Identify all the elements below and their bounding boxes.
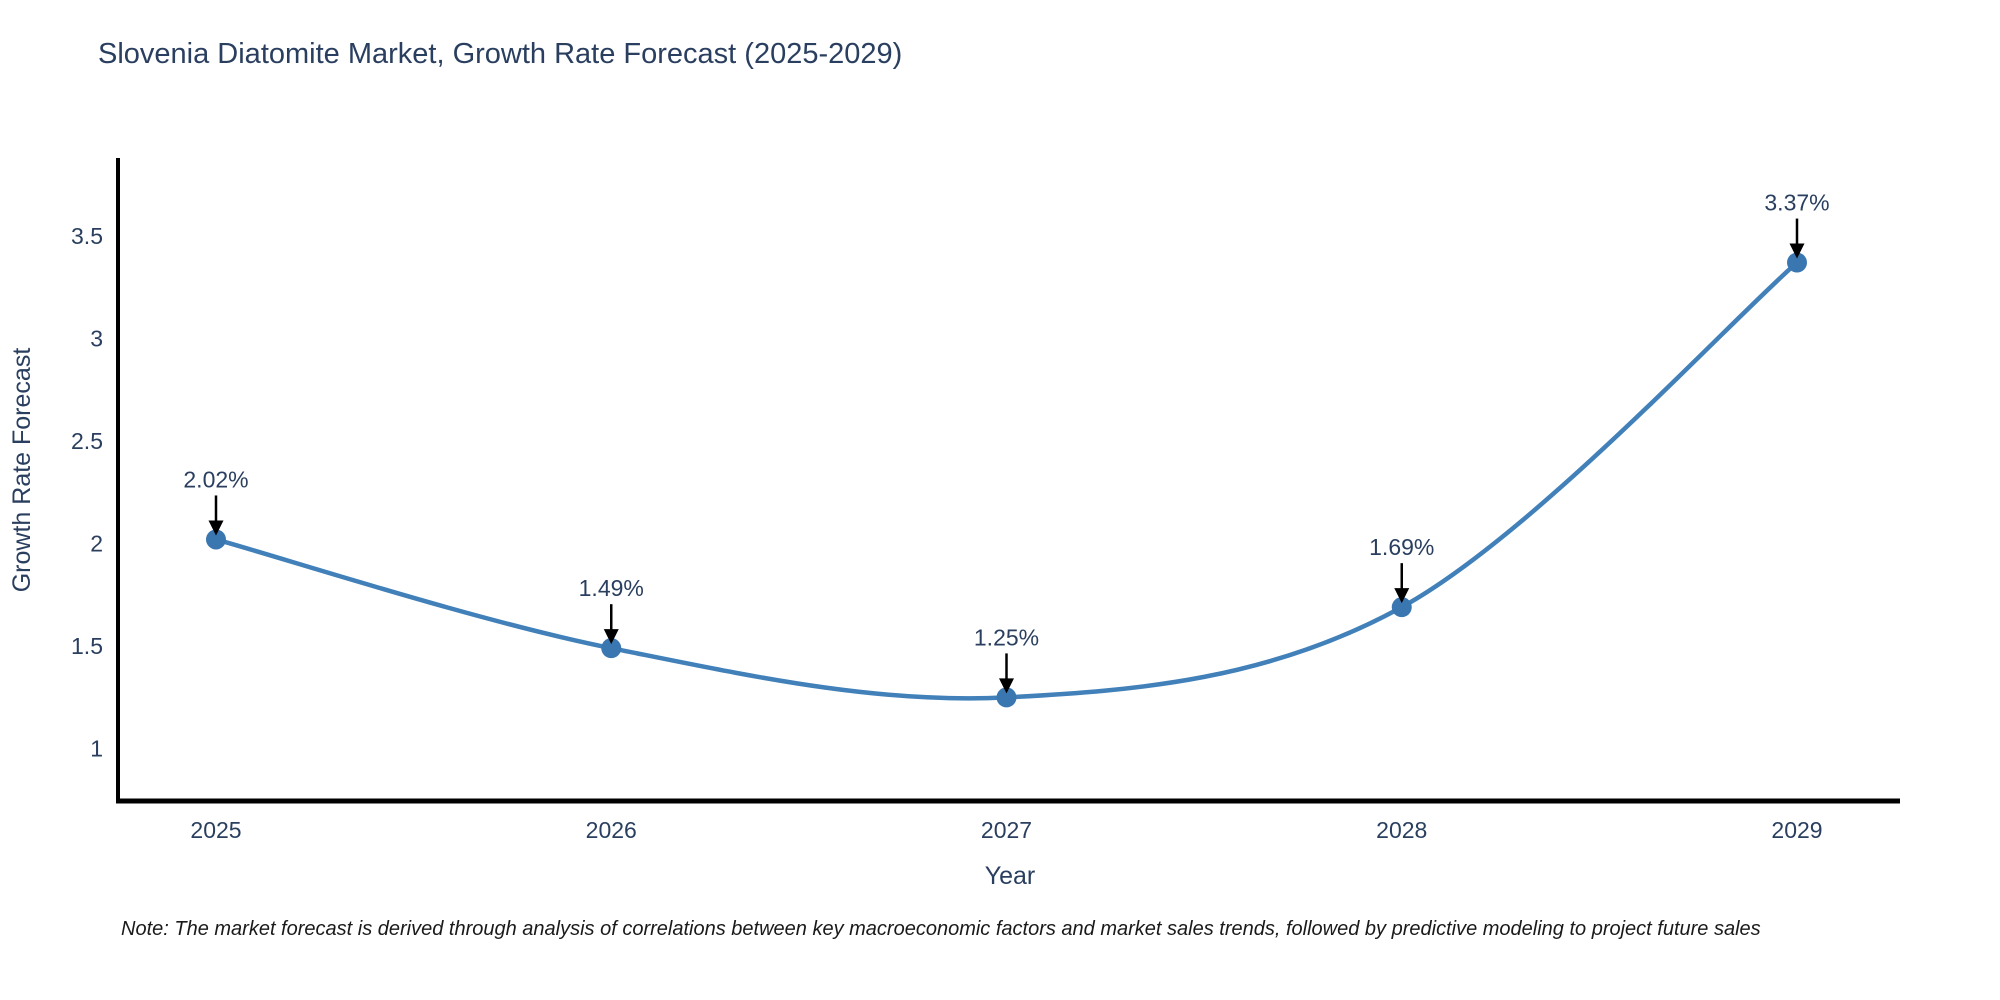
y-tick-label: 1.5 (71, 633, 103, 659)
data-point-marker (206, 529, 226, 550)
y-tick-label: 2 (90, 531, 103, 557)
y-tick-label: 1 (90, 736, 103, 762)
y-tick-label: 2.5 (71, 428, 103, 454)
y-tick-label: 3.5 (71, 223, 103, 249)
point-value-label: 1.25% (974, 624, 1039, 650)
data-point-marker (1391, 597, 1412, 618)
x-tick-label: 2026 (586, 817, 637, 843)
point-value-label: 3.37% (1764, 190, 1829, 216)
x-tick-label: 2027 (981, 817, 1032, 843)
data-point-marker (996, 687, 1017, 708)
x-tick-label: 2028 (1376, 817, 1427, 843)
line-series (206, 252, 1807, 708)
y-axis-title: Growth Rate Forecast (8, 348, 36, 593)
point-value-label: 1.49% (579, 575, 644, 601)
annotation-arrowhead (1394, 588, 1410, 604)
point-value-label: 2.02% (183, 466, 248, 492)
annotation-arrowhead (999, 678, 1014, 694)
x-axis-ticks: 2025 2026 2027 2028 2029 (190, 817, 1822, 843)
annotation-arrowhead (1789, 243, 1805, 259)
footnote: Note: The market forecast is derived thr… (121, 918, 1761, 940)
data-point-marker (1787, 252, 1807, 273)
x-tick-label: 2025 (190, 817, 241, 843)
annotation-arrowhead (208, 520, 224, 536)
point-value-label: 1.69% (1369, 534, 1434, 560)
y-tick-label: 3 (90, 325, 103, 351)
data-point-marker (601, 638, 622, 659)
x-axis-title: Year (985, 862, 1036, 890)
chart-title: Slovenia Diatomite Market, Growth Rate F… (98, 38, 903, 70)
data-point-annotations: 2.02% 1.49% 1.25% 1.69% 3.37% (183, 190, 1830, 694)
x-tick-label: 2029 (1771, 817, 1822, 843)
annotation-arrowhead (603, 629, 619, 645)
y-axis-ticks: 1 1.5 2 2.5 3 3.5 (71, 223, 103, 762)
